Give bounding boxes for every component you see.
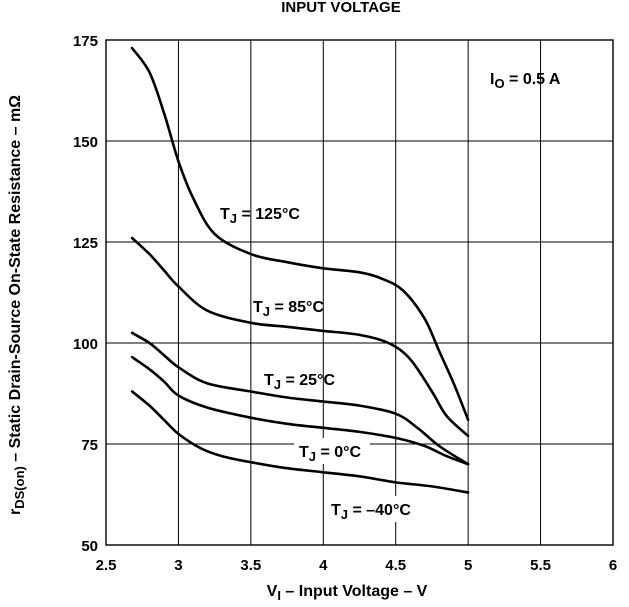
series-label-m40-background [326, 496, 440, 522]
x-tick-label: 5.5 [530, 557, 551, 574]
x-tick-label: 3.5 [240, 557, 261, 574]
plot-frame [105, 39, 614, 546]
annotation-io-pre: I [490, 71, 494, 88]
x-tick-label: 5 [464, 557, 472, 574]
x-axis-ticks: 2.5 3 3.5 4 4.5 5 5.5 6 [96, 557, 618, 574]
x-tick-label: 4 [319, 557, 328, 574]
y-tick-label: 150 [73, 134, 98, 151]
series-label-25: TJ = 25°C [264, 372, 335, 392]
series-line [130, 236, 470, 438]
annotation-io-rest: = 0.5 A [505, 71, 561, 88]
annotation-io-sub: O [494, 76, 504, 91]
chart-title: INPUT VOLTAGE [281, 0, 400, 16]
series-label-0-group: TJ = 0°C [294, 438, 370, 464]
x-tick-label: 4.5 [385, 557, 406, 574]
x-tick-label: 2.5 [96, 557, 117, 574]
y-tick-label: 125 [73, 235, 98, 252]
series-label-85: TJ = 85°C [253, 299, 324, 319]
y-axis-label: rDS(on) – Static Drain-Source On-State R… [7, 95, 27, 515]
annotation-io: IO = 0.5 A [490, 71, 561, 91]
y-tick-label: 100 [73, 336, 98, 353]
x-axis-label: VI – Input Voltage – V [267, 583, 428, 603]
y-tick-label: 175 [73, 33, 98, 50]
series-label-125: TJ = 125°C [220, 206, 300, 226]
series-label-0-background [294, 438, 370, 464]
y-axis-ticks: 50 75 100 125 150 175 [73, 33, 98, 555]
series-lines [130, 46, 470, 494]
series-line [130, 46, 470, 422]
series-line [130, 331, 470, 466]
y-tick-label: 50 [81, 538, 98, 555]
series-label-m40-group: TJ = –40°C [326, 496, 440, 522]
series-line [130, 390, 470, 494]
series-label-0: TJ = 0°C [299, 444, 362, 464]
y-tick-label: 75 [81, 437, 98, 454]
x-tick-label: 6 [609, 557, 617, 574]
series-label-m40: TJ = –40°C [331, 502, 411, 522]
grid [106, 40, 613, 545]
x-tick-label: 3 [174, 557, 182, 574]
series-line [130, 355, 470, 466]
